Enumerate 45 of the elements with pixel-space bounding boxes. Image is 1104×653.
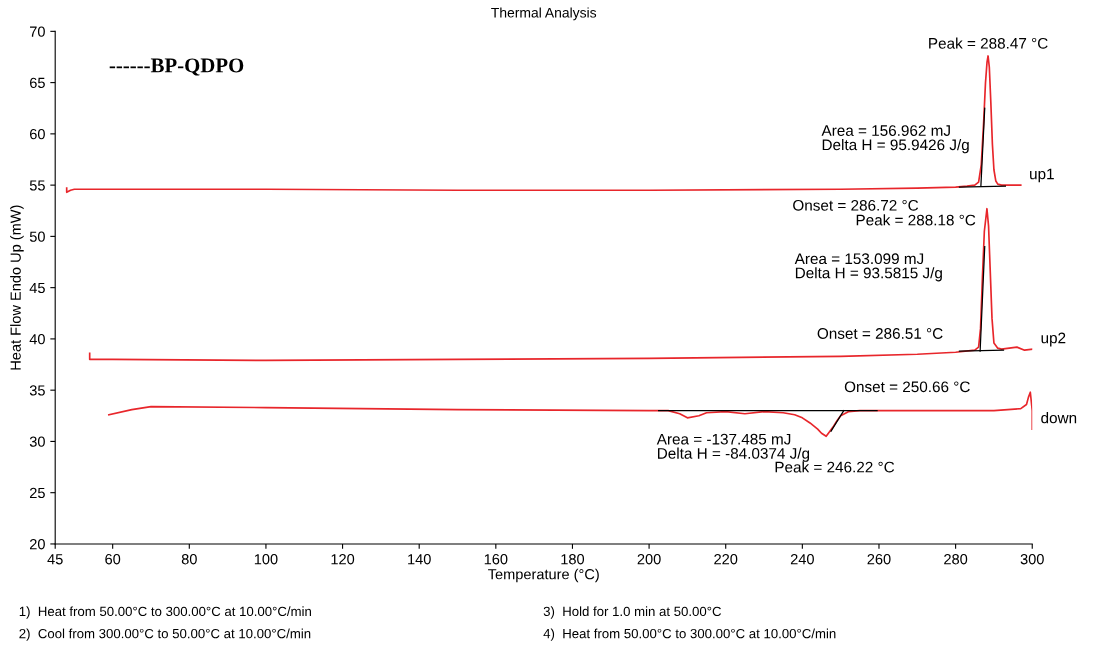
y-tick-label: 35 bbox=[29, 385, 45, 396]
annotation: Onset = 286.72 °C bbox=[793, 199, 919, 211]
x-tick-label: 80 bbox=[181, 554, 197, 565]
annotation: Onset = 286.51 °C bbox=[817, 328, 943, 339]
y-tick-label: 25 bbox=[29, 487, 45, 499]
y-tick-label: 45 bbox=[29, 282, 45, 294]
x-tick-label: 240 bbox=[790, 554, 814, 565]
annotation: Area = -137.485 mJ Delta H = -84.0374 J/g bbox=[656, 433, 810, 462]
y-tick-label: 70 bbox=[30, 26, 45, 37]
annotation: Peak = 246.22 °C bbox=[775, 461, 895, 473]
text: 3) Hold for 1.0 min at 50.00°C bbox=[543, 606, 722, 619]
x-axis-title: Temperature (°C) bbox=[488, 568, 599, 583]
annotation: Area = 153.099 mJ Delta H = 93.5815 J/g bbox=[794, 253, 942, 282]
x-tick-label: 140 bbox=[408, 554, 431, 565]
y-axis-title: Heat Flow Endo Up (mW) bbox=[10, 205, 24, 370]
annotation: Area = 156.962 mJ Delta H = 95.9426 J/g bbox=[821, 125, 969, 154]
annotation: Peak = 288.18 °C bbox=[856, 214, 976, 226]
x-tick-label: 160 bbox=[484, 554, 508, 565]
y-tick-label: 30 bbox=[29, 436, 45, 447]
x-tick-label: 300 bbox=[1020, 554, 1044, 565]
text: 4) Heat from 50.00°C to 300.00°C at 10.00°C/min bbox=[543, 628, 836, 641]
y-tick-label: 65 bbox=[30, 77, 45, 89]
x-tick-label: 280 bbox=[944, 554, 968, 565]
annotation: Onset = 250.66 °C bbox=[844, 381, 970, 393]
x-tick-label: 220 bbox=[714, 554, 738, 565]
series-label: up2 bbox=[1041, 332, 1066, 347]
x-tick-label: 260 bbox=[867, 554, 891, 565]
y-tick-label: 50 bbox=[29, 231, 45, 242]
x-tick-label: 100 bbox=[254, 554, 278, 565]
x-tick-label: 180 bbox=[561, 554, 585, 565]
y-tick-label: 55 bbox=[29, 180, 45, 191]
text: 1) Heat from 50.00°C to 300.00°C at 10.00°C/min bbox=[19, 606, 311, 619]
x-tick-label: 60 bbox=[105, 554, 121, 565]
annotation: ------BP-QDPO bbox=[109, 58, 244, 76]
series-label: up1 bbox=[1030, 168, 1054, 183]
x-tick-label: 200 bbox=[637, 554, 661, 565]
x-tick-label: 120 bbox=[331, 554, 355, 565]
series-label: down bbox=[1041, 412, 1077, 424]
y-tick-label: 20 bbox=[29, 539, 45, 550]
annotation: Peak = 288.47 °C bbox=[929, 37, 1048, 49]
y-tick-label: 40 bbox=[29, 334, 45, 345]
text: 2) Cool from 300.00°C to 50.00°C at 10.00°C/min bbox=[19, 628, 311, 641]
chart-title: Thermal Analysis bbox=[491, 7, 597, 21]
x-tick-label: 45 bbox=[47, 554, 63, 565]
y-tick-label: 60 bbox=[30, 128, 45, 140]
